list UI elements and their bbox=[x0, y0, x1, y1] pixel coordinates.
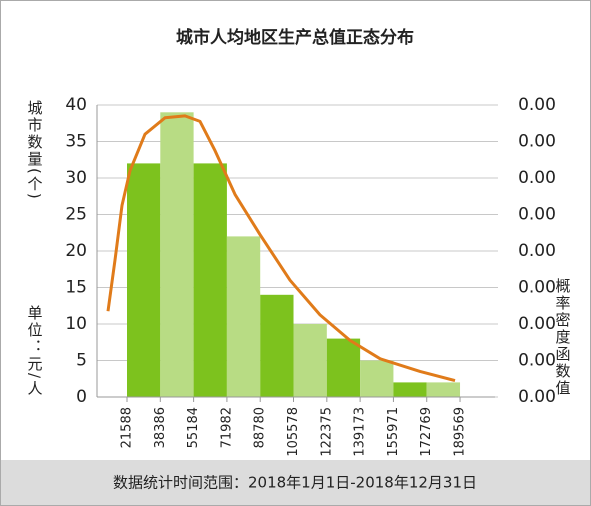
bar bbox=[360, 360, 394, 397]
x-tick-label: 122375 bbox=[319, 407, 334, 457]
y2-tick-label: 0.00 bbox=[518, 278, 556, 298]
y2-tick-label: 0.00 bbox=[518, 205, 556, 225]
y-axis-label: 城市数量(个) bbox=[26, 100, 44, 201]
x-tick-label: 55184 bbox=[186, 407, 201, 448]
y-tick-label: 35 bbox=[65, 132, 87, 152]
y2-tick-label: 0.00 bbox=[518, 168, 556, 188]
y-tick-label: 40 bbox=[65, 95, 87, 115]
unit-label: 单位：元/人 bbox=[26, 305, 44, 397]
y-tick-label: 20 bbox=[65, 241, 87, 261]
y2-tick-label: 0.00 bbox=[518, 351, 556, 371]
density-curve bbox=[106, 114, 456, 383]
y-tick-label: 0 bbox=[76, 387, 87, 407]
y2-tick-label: 0.00 bbox=[518, 132, 556, 152]
y-tick-label: 5 bbox=[76, 351, 87, 371]
footer-band bbox=[1, 460, 590, 505]
x-tick-label: 155971 bbox=[386, 407, 401, 457]
bar bbox=[393, 382, 427, 397]
x-tick-label: 38386 bbox=[153, 407, 168, 448]
chart-title: 城市人均地区生产总值正态分布 bbox=[176, 27, 414, 48]
y-tick-label: 30 bbox=[65, 168, 87, 188]
x-tick-label: 88780 bbox=[253, 407, 268, 448]
bar bbox=[326, 338, 361, 397]
x-tick-label: 105578 bbox=[286, 407, 301, 457]
bar bbox=[193, 163, 227, 397]
y2-tick-label: 0.00 bbox=[518, 95, 556, 115]
y2-tick-label: 0.00 bbox=[518, 314, 556, 334]
bar bbox=[226, 236, 261, 397]
y-tick-label: 25 bbox=[65, 205, 87, 225]
y-tick-label: 10 bbox=[65, 314, 87, 334]
y2-tick-label: 0.00 bbox=[518, 241, 556, 261]
bar bbox=[260, 294, 294, 397]
x-tick-label: 189569 bbox=[453, 407, 468, 457]
y2-tick-label: 0.00 bbox=[518, 387, 556, 407]
x-tick-label: 21588 bbox=[120, 407, 135, 448]
x-tick-label: 172769 bbox=[419, 407, 434, 457]
footer: 数据统计时间范围：2018年1月1日-2018年12月31日 bbox=[113, 474, 477, 492]
bar bbox=[127, 163, 161, 397]
bar bbox=[293, 324, 327, 397]
x-tick-label: 139173 bbox=[353, 407, 368, 457]
y-tick-label: 15 bbox=[65, 278, 87, 298]
bar bbox=[160, 112, 194, 398]
y2-axis-label: 概率密度函数值 bbox=[554, 278, 572, 397]
x-tick-label: 71982 bbox=[219, 407, 234, 448]
bar bbox=[426, 382, 461, 397]
